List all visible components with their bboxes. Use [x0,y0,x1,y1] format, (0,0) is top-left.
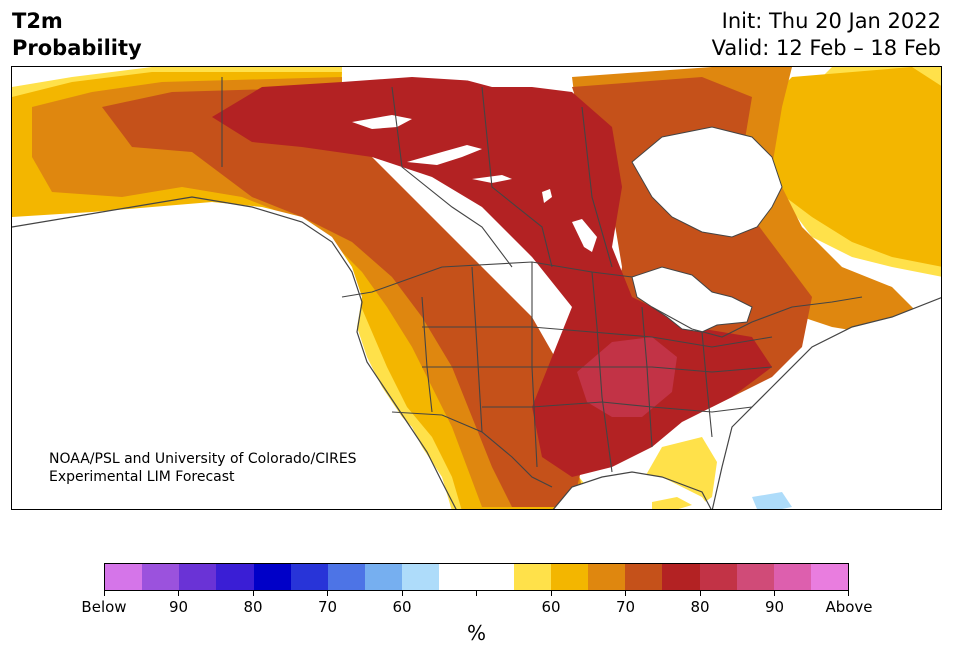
colorbar-cell [810,564,849,590]
region-p70-above [32,77,587,507]
bahamas-below [752,492,792,509]
state-row-2 [422,366,773,373]
colorbar-label: Below [81,598,127,616]
map-svg [12,67,941,509]
colorbar-cell [142,564,180,590]
prov-border-3 [581,106,613,268]
colorbar-tick [178,591,179,596]
great-slave-lake [407,145,482,165]
colorbar-tick [625,591,626,596]
data-credit: NOAA/PSL and University of Colorado/CIRE… [49,450,357,486]
colorbar-cell [736,564,774,590]
forecast-map [11,66,942,510]
colorbar-cell [625,564,663,590]
variable-name: T2m [12,9,63,33]
colorbar-tick [252,591,254,596]
colorbar-label: 80 [243,598,263,616]
arctic-archipelago [452,67,572,87]
colorbar-cell [179,564,217,590]
colorbar-cell [588,564,626,590]
quantity-name: Probability [12,36,142,60]
state-border-6 [701,331,713,438]
cuba-above [652,497,692,509]
colorbar-labels: Below 90 80 70 60 60 70 80 90 Above [81,598,872,618]
colorbar-cell [327,564,366,590]
valid-range: Valid: 12 Feb – 18 Feb [711,36,941,60]
colorbar-cell [105,564,143,590]
us-canada-border [341,261,633,298]
colorbar-label: 80 [690,598,710,616]
colorbar-unit: % [466,621,486,645]
hudson-bay [631,126,783,238]
region-p65-above-ne [752,67,941,267]
colorbar-cell [253,564,291,590]
pacific-ocean [12,202,452,509]
colorbar-cell [662,564,700,590]
colorbar-cell [216,564,254,590]
colorbar-label: 70 [615,598,636,616]
colorbar-label: 90 [168,598,189,616]
prov-border-2 [481,86,553,268]
colorbar-label: 60 [541,598,561,616]
colorbar-ticks [104,591,849,596]
colorbar-cell [699,564,737,590]
state-border-4 [591,271,613,473]
credit-line-1: NOAA/PSL and University of Colorado/CIRE… [49,451,357,467]
atlantic-ocean [712,297,941,509]
colorbar-tick [104,591,105,596]
colorbar-label: 90 [764,598,785,616]
lake-winnipeg [572,219,597,252]
colorbar-label: Above [825,598,873,616]
colorbar-cell [402,564,440,590]
colorbar-cell [476,564,514,590]
map-title: T2m Probability [12,8,142,62]
colorbar [104,563,849,591]
colorbar-tick [327,591,328,596]
colorbar-cell [290,564,328,590]
colorbar-cell [439,564,477,590]
colorbar-cell [550,564,589,590]
colorbar-cell [513,564,551,590]
lake-athabasca [472,175,512,183]
init-date: Init: Thu 20 Jan 2022 [721,9,941,33]
credit-line-2: Experimental LIM Forecast [49,469,235,485]
prov-border-1 [391,86,513,268]
region-p75-above [102,87,582,507]
colorbar-tick [401,591,403,596]
borders [221,77,863,488]
colorbar-label: 60 [392,598,412,616]
colorbar-tick-center [476,591,477,596]
colorbar-tick [550,591,552,596]
us-mexico-border [391,411,553,488]
state-row-1 [422,326,773,348]
coastlines [12,196,941,509]
state-row-3 [482,401,753,413]
forecast-dates: Init: Thu 20 Jan 2022 Valid: 12 Feb – 18… [712,8,941,62]
colorbar-tick [848,591,849,596]
us-canada-border-east [651,296,863,338]
colorbar-tick [699,591,701,596]
colorbar-label: 70 [317,598,338,616]
colorbar-cell [773,564,811,590]
state-border-2 [471,266,483,433]
lake-manitoba [542,189,552,203]
colorbar-cell [365,564,403,590]
colorbar-tick [774,591,775,596]
